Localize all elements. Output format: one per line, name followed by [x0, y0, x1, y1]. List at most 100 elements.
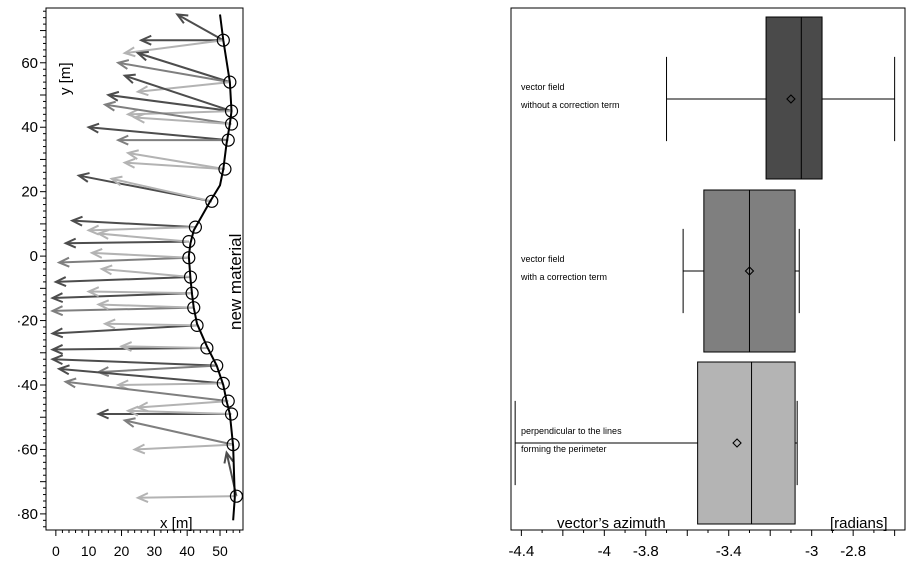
x-tick-label: 40	[179, 543, 195, 559]
vector-arrow	[138, 34, 224, 46]
vector-arrow	[63, 237, 189, 249]
arrow-shaft	[176, 13, 224, 42]
perimeter-marker	[182, 235, 196, 249]
new-material-annotation: new material	[226, 234, 245, 330]
x-axis-label: vector’s azimuth	[557, 515, 666, 532]
y-axis-label: y [m]	[57, 63, 74, 96]
perimeter-marker	[190, 318, 204, 332]
vector-arrow	[122, 417, 234, 446]
perimeter-marker	[205, 194, 219, 208]
perimeter-marker	[218, 162, 232, 176]
arrow-shaft	[52, 358, 217, 367]
axes: -4.4 -4 -3.8 -3.4 -3 -2.8	[508, 530, 896, 560]
vector-arrow	[135, 81, 230, 97]
perimeter-marker	[216, 33, 230, 47]
box-series-1: vector field without a correction term	[520, 16, 896, 180]
mean-marker	[786, 94, 796, 104]
perimeter-marker	[185, 286, 199, 300]
vector-arrow	[105, 90, 232, 113]
arrow-shaft	[88, 226, 196, 232]
arrow-shaft	[52, 306, 194, 312]
perimeter-marker	[216, 376, 230, 390]
arrow-head	[50, 354, 64, 365]
arrow-head	[50, 327, 64, 339]
vector-arrow	[99, 264, 191, 279]
arrow-shaft	[65, 240, 189, 245]
vector-arrow	[56, 364, 224, 385]
arrow-head	[96, 408, 109, 420]
arrow-shaft	[134, 116, 232, 125]
vector-arrow	[102, 318, 198, 330]
y-tick-label: 60	[21, 55, 38, 72]
x-axis-unit: [radians]	[830, 515, 888, 532]
perimeter-marker	[226, 438, 240, 452]
x-tick-label: 50	[212, 543, 228, 559]
x-tick-label: 30	[147, 543, 163, 559]
arrow-head	[56, 364, 70, 376]
x-tick-label: -3	[805, 543, 818, 560]
perimeter-markers	[182, 33, 244, 503]
vector-arrow	[86, 286, 193, 298]
y-tick-label: ·60	[16, 441, 38, 458]
perimeter-marker	[183, 270, 198, 284]
vector-arrow	[122, 73, 232, 113]
series-label: vector field	[521, 82, 565, 92]
vector-arrow	[96, 229, 189, 243]
perimeter-marker	[229, 489, 244, 503]
arrow-shaft	[134, 443, 234, 451]
vector-arrow	[132, 443, 234, 455]
arrow-head	[63, 377, 77, 389]
arrow-head	[115, 59, 130, 70]
y-tick-label: ·40	[16, 377, 38, 394]
x-tick-label: -4	[598, 543, 611, 560]
series-label: forming the perimeter	[521, 444, 607, 454]
arrow-head	[96, 299, 110, 311]
arrow-head	[132, 443, 146, 455]
y-tick-label: 20	[21, 184, 38, 201]
arrow-head	[125, 405, 139, 417]
vector-arrow	[135, 50, 231, 84]
vector-arrow	[122, 39, 224, 58]
arrow-head	[132, 112, 146, 124]
perimeter-marker	[224, 104, 239, 118]
arrow-shaft	[121, 345, 207, 349]
x-tick-label: -3.8	[633, 543, 659, 560]
arrow-head	[135, 85, 149, 97]
arrow-head	[69, 215, 83, 227]
x-tick-label: -4.4	[508, 543, 534, 560]
arrow-head	[53, 276, 67, 287]
perimeter-marker	[223, 75, 237, 89]
arrow-head	[135, 492, 149, 504]
arrow-head	[135, 50, 149, 62]
vector-arrow	[115, 134, 229, 146]
arrow-shaft	[104, 103, 232, 125]
arrow-shaft	[118, 61, 231, 84]
y-tick-label: ·80	[16, 506, 38, 523]
vector-arrow	[125, 405, 232, 417]
perimeter-line	[187, 14, 236, 521]
arrow-shaft	[137, 52, 231, 84]
x-tick-label: 0	[52, 543, 60, 559]
perimeter-marker	[188, 220, 202, 234]
perimeter-marker	[187, 301, 201, 315]
arrow-shaft	[124, 419, 234, 446]
arrow-shaft	[65, 380, 229, 403]
arrow-shaft	[55, 276, 191, 283]
arrow-head	[122, 46, 136, 58]
arrow-shaft	[52, 292, 193, 299]
arrow-head	[122, 417, 136, 428]
vector-arrow	[63, 377, 229, 403]
arrow-shaft	[98, 232, 189, 243]
arrow-head	[122, 73, 136, 84]
arrow-head	[50, 344, 64, 355]
vector-arrow	[132, 112, 232, 125]
box-series-3: perpendicular to the lines forming the pe…	[514, 361, 798, 525]
vector-arrow	[125, 149, 226, 171]
x-tick-label: 10	[81, 543, 97, 559]
perimeter-marker	[182, 251, 196, 265]
x-tick-label: -2.8	[840, 543, 866, 560]
vector-arrow	[69, 215, 196, 229]
mean-marker	[732, 438, 742, 448]
